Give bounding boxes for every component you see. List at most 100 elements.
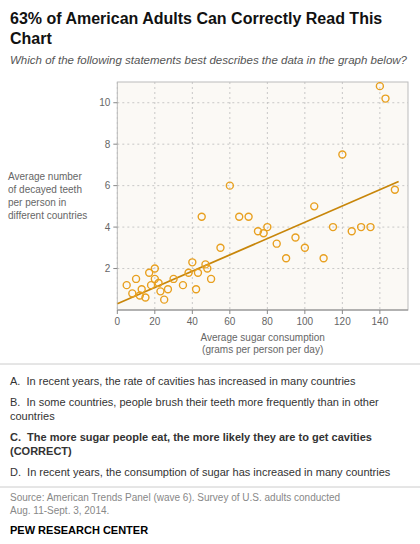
trend-line bbox=[117, 181, 398, 303]
scatter-point bbox=[193, 286, 200, 293]
x-tick bbox=[342, 310, 343, 314]
scatter-point bbox=[155, 280, 162, 287]
x-tick bbox=[304, 310, 305, 314]
scatter-point bbox=[164, 286, 171, 293]
scatter-point bbox=[217, 244, 224, 251]
option: A. In recent years, the rate of cavities… bbox=[10, 375, 356, 387]
scatter-point bbox=[138, 286, 145, 293]
text-line: of decayed teeth bbox=[8, 184, 82, 195]
text-line: countries bbox=[10, 410, 55, 422]
scatter-point bbox=[198, 213, 205, 220]
x-axis-label: Average sugar consumption(grams per pers… bbox=[200, 332, 324, 355]
y-grid-line bbox=[117, 102, 408, 103]
y-grid-line bbox=[117, 144, 408, 145]
text-line: Chart bbox=[10, 30, 52, 47]
x-grid-line bbox=[229, 82, 230, 310]
scatter-point bbox=[367, 224, 374, 231]
option: C. The more sugar people eat, the more l… bbox=[10, 431, 372, 457]
scatter-point bbox=[391, 186, 398, 193]
y-tick bbox=[113, 185, 117, 186]
scatter-point bbox=[358, 224, 365, 231]
scatter-point bbox=[264, 224, 271, 231]
subtitle: Which of the following statements best d… bbox=[10, 54, 408, 66]
scatter-point bbox=[245, 213, 252, 220]
text-line: D. In recent years, the consumption of s… bbox=[10, 466, 391, 478]
separator bbox=[0, 487, 420, 488]
text-line: Aug. 11-Sept. 3, 2014. bbox=[10, 505, 109, 516]
plot-frame bbox=[117, 82, 408, 310]
x-tick-label: 60 bbox=[224, 316, 236, 327]
x-grid-line bbox=[304, 82, 305, 310]
x-tick-label: 0 bbox=[115, 316, 121, 327]
y-axis-label: Average number of decayed teeth per person… bbox=[8, 171, 87, 221]
x-axis-line bbox=[117, 310, 408, 311]
option: B. In some countries, people brush their… bbox=[10, 396, 379, 422]
x-grid-line bbox=[267, 82, 268, 310]
text-line: different countries bbox=[8, 210, 87, 221]
text-line: Average sugar consumption bbox=[200, 332, 324, 343]
scatter-point bbox=[339, 151, 346, 158]
scatter-point bbox=[348, 228, 355, 235]
x-tick-label: 140 bbox=[372, 316, 389, 327]
text-line: (grams per person per day) bbox=[202, 344, 323, 355]
x-tick-label: 40 bbox=[187, 316, 199, 327]
brand: PEW RESEARCH CENTER bbox=[10, 524, 148, 536]
x-tick-label: 80 bbox=[262, 316, 274, 327]
option: D. In recent years, the consumption of s… bbox=[10, 466, 391, 478]
x-tick bbox=[379, 310, 380, 314]
scatter-point bbox=[301, 244, 308, 251]
scatter-point bbox=[142, 294, 149, 301]
y-tick bbox=[113, 144, 117, 145]
y-tick-label: 8 bbox=[105, 139, 111, 150]
y-tick-label: 4 bbox=[105, 222, 111, 233]
x-tick bbox=[117, 310, 118, 314]
scatter-point bbox=[129, 290, 136, 297]
scatter-point bbox=[133, 275, 140, 282]
scatter-point bbox=[161, 296, 168, 303]
scatter-point bbox=[157, 288, 164, 295]
x-grid-line bbox=[379, 82, 380, 310]
source: Source: American Trends Panel (wave 6). … bbox=[10, 492, 340, 516]
scatter-point bbox=[236, 213, 243, 220]
scatter-point bbox=[189, 259, 196, 266]
scatter-point bbox=[204, 265, 211, 272]
x-grid-line bbox=[192, 82, 193, 310]
text-line: Source: American Trends Panel (wave 6). … bbox=[10, 492, 340, 503]
chart: 63% of American Adults Can Correctly Rea… bbox=[0, 0, 420, 544]
scatter-point bbox=[151, 265, 158, 272]
y-grid-line bbox=[117, 185, 408, 186]
y-tick-label: 6 bbox=[105, 180, 111, 191]
y-tick-label: 10 bbox=[99, 97, 111, 108]
text-line: (CORRECT) bbox=[10, 445, 72, 457]
grid bbox=[117, 82, 408, 310]
text-line: 63% of American Adults Can Correctly Rea… bbox=[10, 10, 382, 27]
scatter-point bbox=[292, 234, 299, 241]
marks bbox=[117, 83, 398, 304]
scatter-point bbox=[194, 269, 201, 276]
y-tick bbox=[113, 227, 117, 228]
x-tick-label: 120 bbox=[334, 316, 351, 327]
text-line: Average number bbox=[8, 171, 82, 182]
text-line: Which of the following statements best d… bbox=[10, 54, 408, 66]
x-tick-label: 100 bbox=[297, 316, 314, 327]
text-line: A. In recent years, the rate of cavities… bbox=[10, 375, 356, 387]
x-tick bbox=[192, 310, 193, 314]
scatter-point bbox=[273, 240, 280, 247]
scatter-point bbox=[283, 255, 290, 262]
text-line: B. In some countries, people brush their… bbox=[10, 396, 379, 408]
scatter-point bbox=[185, 269, 192, 276]
scatter-point bbox=[226, 182, 233, 189]
x-grid-line bbox=[117, 82, 118, 310]
y-grid-line bbox=[117, 268, 408, 269]
x-tick-label: 20 bbox=[149, 316, 161, 327]
scatter-point bbox=[376, 83, 383, 90]
scatter-point bbox=[208, 275, 215, 282]
x-tick bbox=[229, 310, 230, 314]
y-tick bbox=[113, 102, 117, 103]
scatter-point bbox=[170, 275, 177, 282]
scatter-point bbox=[320, 255, 327, 262]
text-line: C. The more sugar people eat, the more l… bbox=[10, 431, 372, 443]
text-line: per person in bbox=[8, 197, 66, 208]
scatter-point bbox=[382, 95, 389, 102]
x-grid-line bbox=[342, 82, 343, 310]
